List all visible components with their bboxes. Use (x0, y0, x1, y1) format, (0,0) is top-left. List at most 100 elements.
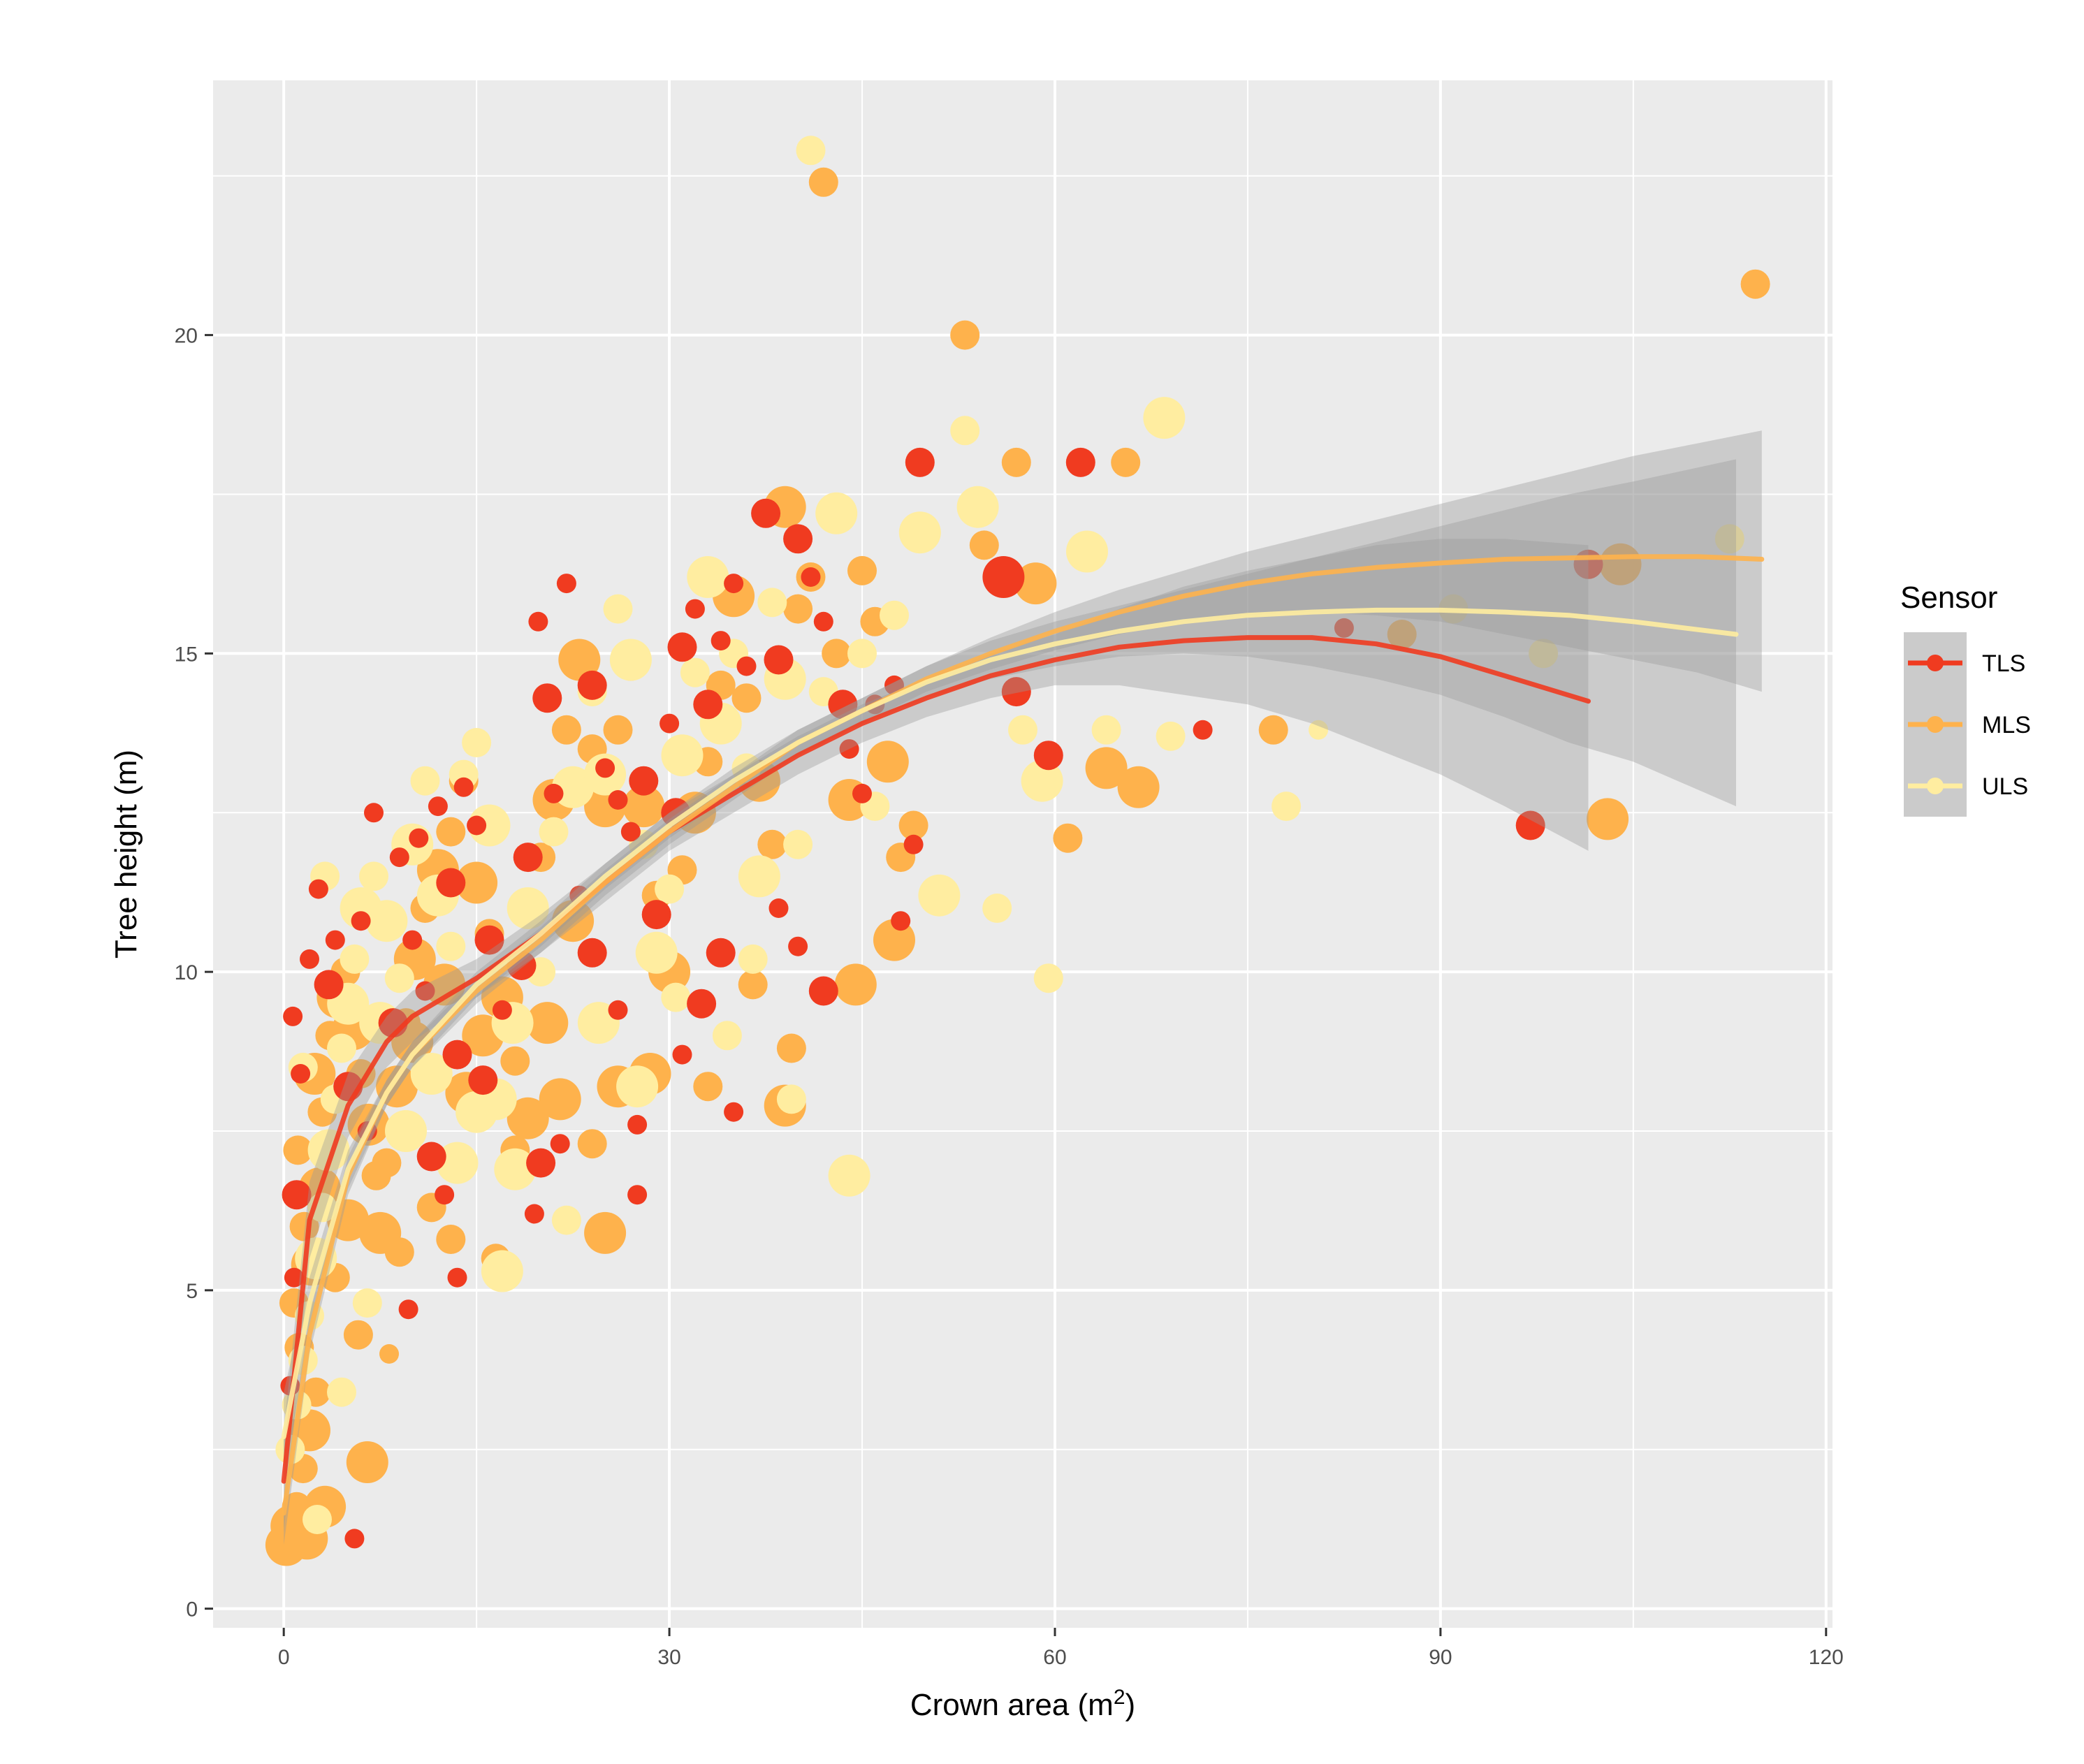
point-uls (680, 657, 710, 687)
point-uls (950, 416, 980, 446)
point-uls (757, 588, 787, 618)
point-uls (410, 1053, 453, 1095)
point-uls (1156, 721, 1186, 751)
point-mls (898, 810, 928, 840)
point-uls (1529, 639, 1559, 669)
point-mls (346, 1441, 388, 1483)
legend-point-tls (1927, 655, 1944, 671)
point-tls (783, 524, 813, 554)
point-tls (351, 911, 371, 931)
point-mls (1740, 269, 1770, 299)
point-tls (788, 936, 808, 956)
point-tls (528, 611, 548, 632)
point-uls (918, 874, 961, 917)
point-tls (300, 949, 319, 969)
point-tls (1334, 618, 1354, 638)
point-uls (738, 855, 780, 898)
scatter-points (265, 136, 1770, 1566)
point-mls (1117, 766, 1160, 808)
point-mls (551, 715, 581, 745)
point-uls (603, 594, 633, 624)
point-tls (1065, 447, 1095, 477)
point-tls (736, 656, 757, 676)
point-tls (284, 1267, 304, 1288)
point-tls (608, 1000, 628, 1020)
point-uls (1066, 530, 1108, 573)
legend-label-tls: TLS (1982, 650, 2025, 677)
point-uls (609, 639, 652, 681)
point-tls (314, 970, 344, 1000)
point-uls (539, 817, 569, 847)
point-mls (847, 555, 877, 585)
point-mls (507, 1097, 549, 1139)
point-tls (402, 930, 423, 950)
point-tls (344, 1529, 365, 1549)
point-mls (969, 530, 999, 560)
point-tls (641, 900, 671, 930)
x-axis-title: Crown area (m2) (910, 1686, 1135, 1722)
point-tls (629, 766, 659, 796)
point-uls (307, 1129, 350, 1172)
y-tick-label: 5 (186, 1280, 198, 1303)
point-uls (456, 1091, 498, 1133)
point-tls (595, 758, 615, 778)
point-tls (751, 498, 781, 528)
point-mls (500, 1046, 530, 1076)
point-uls (635, 931, 678, 974)
fit-lines (281, 554, 1765, 1516)
point-tls (982, 556, 1025, 598)
point-mls (558, 639, 601, 681)
point-uls (359, 861, 388, 891)
point-mls (384, 1237, 414, 1267)
point-mls (1387, 620, 1417, 649)
point-uls (1143, 397, 1186, 439)
point-uls (352, 1288, 382, 1318)
point-tls (768, 898, 789, 918)
point-tls (544, 783, 564, 803)
point-tls (828, 690, 858, 720)
point-mls (1111, 447, 1141, 477)
y-tick-label: 10 (175, 961, 198, 984)
point-uls (1008, 715, 1037, 745)
point-uls (327, 1033, 356, 1063)
point-mls (283, 1135, 313, 1165)
point-uls (783, 829, 813, 859)
legend-title: Sensor (1900, 581, 1997, 615)
major-gridlines (213, 80, 1832, 1628)
point-uls (661, 982, 691, 1012)
point-uls (462, 728, 492, 757)
point-tls (415, 981, 435, 1001)
x-axis-title-superscript: 2 (1114, 1686, 1125, 1709)
point-uls (275, 1434, 305, 1464)
point-mls (783, 594, 813, 624)
point-tls (436, 868, 466, 898)
point-mls (379, 1344, 399, 1364)
point-tls (428, 796, 448, 817)
point-tls (513, 843, 543, 873)
point-mls (436, 817, 466, 847)
point-uls (661, 734, 704, 777)
x-tick-label: 90 (1429, 1646, 1452, 1669)
point-tls (839, 739, 859, 759)
fit-line-tls (281, 635, 1591, 1484)
point-uls (1271, 792, 1302, 822)
point-tls (711, 631, 731, 651)
point-tls (667, 632, 697, 662)
point-mls (552, 900, 595, 942)
legend: Sensor TLS MLS ULS (1900, 581, 2031, 817)
point-tls (852, 783, 872, 803)
point-uls (898, 511, 941, 554)
point-tls (577, 670, 607, 700)
point-tls (364, 803, 384, 823)
point-mls (731, 683, 762, 713)
legend-label-mls: MLS (1982, 712, 2031, 738)
point-mls (436, 1225, 466, 1254)
x-axis-title-main: Crown area (m (910, 1688, 1114, 1722)
point-tls (524, 1204, 544, 1224)
point-uls (828, 1154, 870, 1197)
point-uls (410, 766, 440, 796)
x-tick-label: 120 (1809, 1646, 1844, 1669)
point-tls (693, 690, 723, 720)
point-uls (436, 1142, 479, 1184)
point-uls (982, 894, 1012, 923)
